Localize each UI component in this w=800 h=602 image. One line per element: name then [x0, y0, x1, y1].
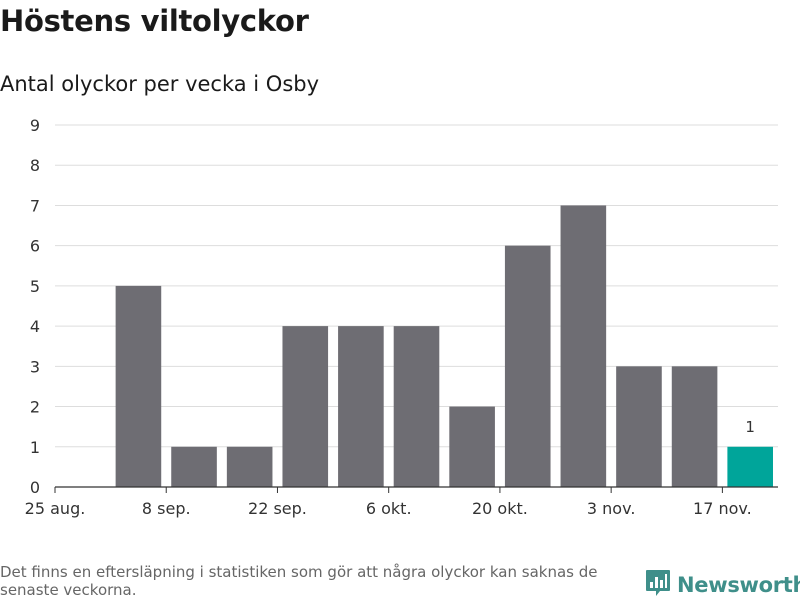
y-tick-label: 7 — [30, 196, 40, 215]
bar-6-okt — [393, 326, 440, 487]
y-tick-label: 4 — [30, 317, 40, 336]
bar-8-sep — [171, 446, 217, 487]
y-tick-label: 0 — [30, 478, 40, 497]
y-tick-label: 2 — [30, 398, 40, 417]
bar-3-nov — [616, 366, 662, 487]
bar-22-sep — [282, 326, 329, 487]
bar-29-sep — [338, 326, 384, 487]
bar-27-okt — [560, 205, 607, 487]
y-tick-label: 6 — [30, 237, 40, 256]
bars — [115, 205, 773, 487]
bar-17-nov — [727, 446, 773, 487]
y-axis-ticks: 0 1 2 3 4 5 6 7 8 9 — [30, 116, 40, 497]
x-tick-label: 17 nov. — [693, 499, 752, 518]
x-tick-label: 3 nov. — [587, 499, 636, 518]
brand[interactable]: Newsworthy — [645, 568, 800, 602]
bar-10-nov — [671, 366, 718, 487]
data-label: 1 — [745, 418, 755, 436]
x-tick-label: 8 sep. — [142, 499, 191, 518]
chart-title: Höstens viltolyckor — [0, 4, 309, 38]
chart-subtitle: Antal olyckor per vecka i Osby — [0, 72, 320, 96]
footnote: Det finns en eftersläpning i statistiken… — [0, 563, 598, 599]
bar-1-sep — [115, 285, 162, 487]
x-tick-label: 22 sep. — [248, 499, 307, 518]
newsworthy-logo-icon — [645, 568, 671, 602]
bar-15-sep — [226, 446, 273, 487]
y-tick-label: 3 — [30, 357, 40, 376]
x-tick-label: 25 aug. — [25, 499, 86, 518]
bar-chart: 0 1 2 3 4 5 6 7 8 9 25 aug. 8 sep. 22 sep. 6 okt. 20 … — [25, 116, 778, 518]
bar-20-okt — [504, 245, 551, 487]
x-tick-label: 6 okt. — [366, 499, 412, 518]
y-tick-label: 1 — [30, 438, 40, 457]
x-tick-label: 20 okt. — [472, 499, 528, 518]
y-tick-label: 5 — [30, 277, 40, 296]
brand-name: Newsworthy — [677, 573, 800, 597]
y-tick-label: 8 — [30, 156, 40, 175]
bar-13-okt — [449, 406, 495, 487]
data-labels: 1 — [745, 418, 755, 436]
x-axis-ticks: 25 aug. 8 sep. 22 sep. 6 okt. 20 okt. 3 nov. 1… — [25, 487, 752, 518]
y-tick-label: 9 — [30, 116, 40, 135]
